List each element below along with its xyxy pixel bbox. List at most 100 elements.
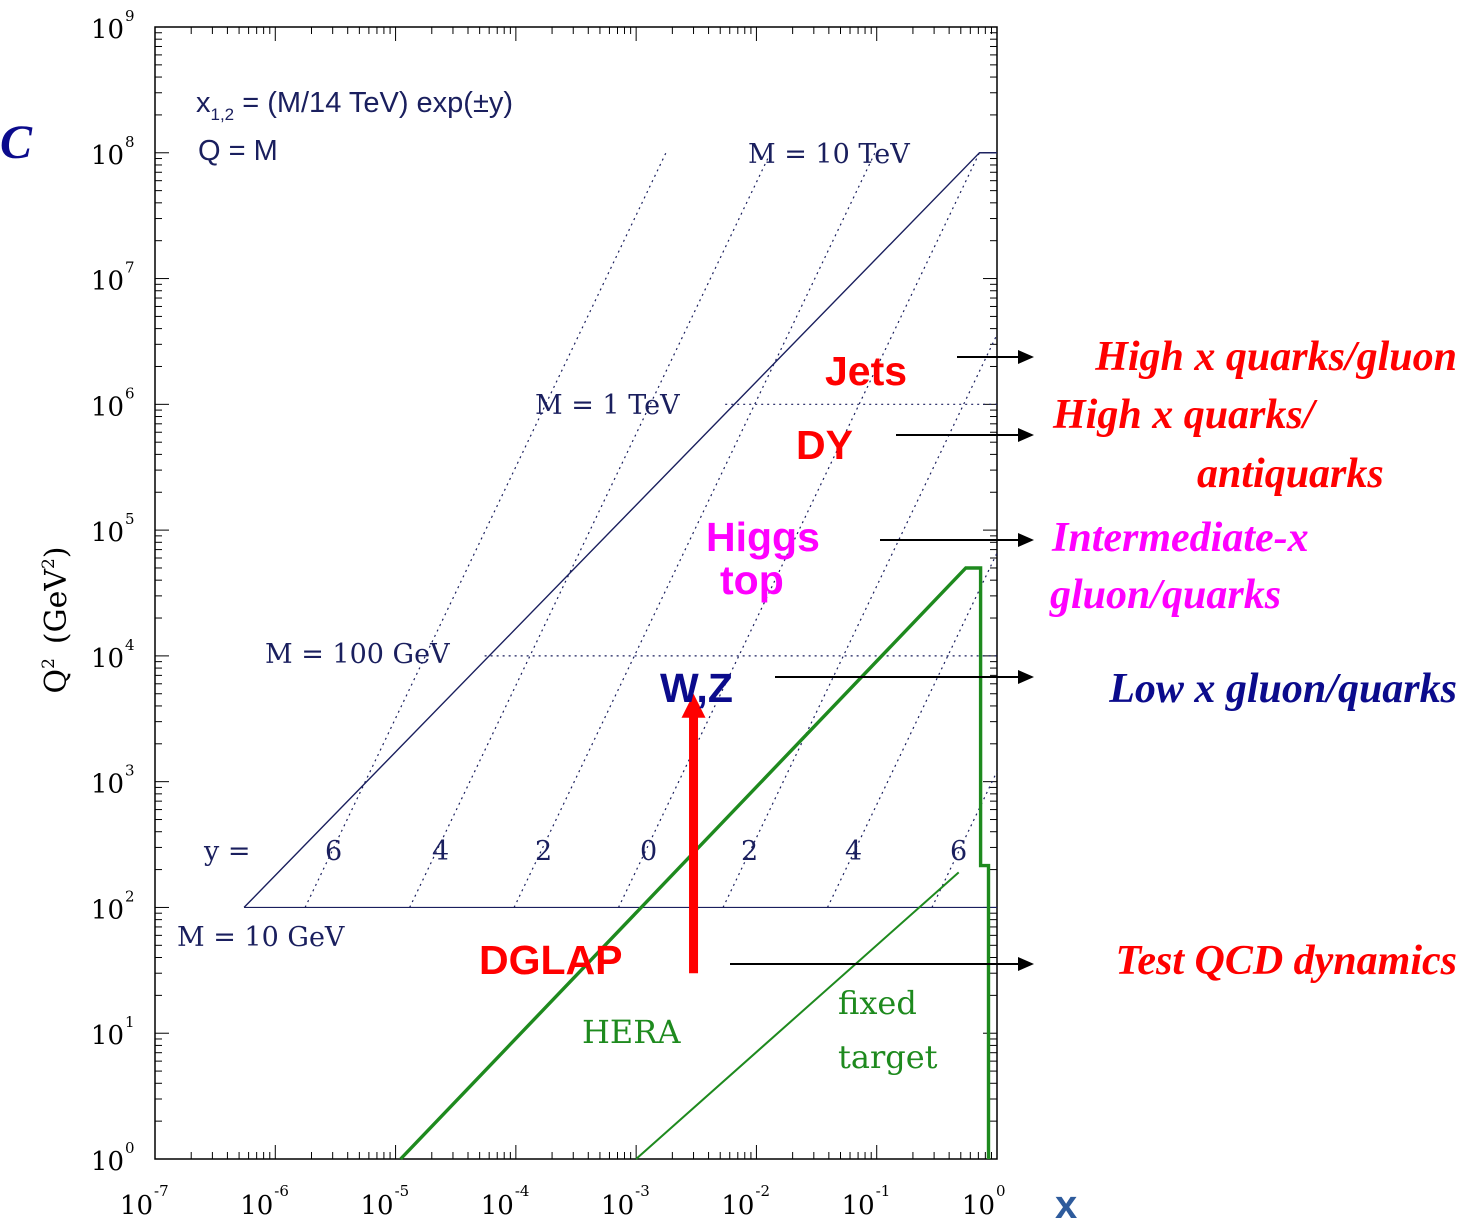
x-tick-exponent: -3 xyxy=(635,1182,650,1200)
x-tick-label: 10 xyxy=(601,1191,634,1221)
fixed-target-line xyxy=(635,871,960,1160)
x-tick-label: 10 xyxy=(481,1191,514,1221)
fixed-target-label-1: fixed xyxy=(838,984,917,1022)
y-axis-label-q: Q xyxy=(39,669,74,694)
pointer-higgs-head xyxy=(1018,533,1034,547)
y-tick-exponent: 1 xyxy=(125,1013,135,1031)
pointer-jets-head xyxy=(1018,350,1034,364)
formula-x: x xyxy=(196,87,211,119)
mass-label-100gev: M = 100 GeV xyxy=(265,639,450,670)
formula-line-1: x1,2 = (M/14 TeV) exp(±y) xyxy=(196,87,513,124)
y-tick-label: 10 xyxy=(91,267,124,297)
y-tick-exponent: 5 xyxy=(125,510,135,528)
x-tick-exponent: -6 xyxy=(274,1182,289,1200)
mass-label-10tev: M = 10 TeV xyxy=(748,139,910,170)
process-jets: Jets xyxy=(825,348,907,394)
rapidity-line xyxy=(931,771,998,908)
rapidity-line xyxy=(513,152,876,908)
pointer-dglap-head xyxy=(1018,957,1034,971)
x-tick-exponent: -1 xyxy=(876,1182,891,1200)
y-tick-label: 10 xyxy=(91,518,124,548)
pointer-arrows xyxy=(730,350,1034,971)
hera-label: HERA xyxy=(582,1013,681,1051)
y-axis-label-unit-sup: 2 xyxy=(39,558,59,569)
x-tick-exponent: -2 xyxy=(755,1182,770,1200)
x-tick-exponent: -5 xyxy=(395,1182,410,1200)
rapidity-label-2b: 2 xyxy=(741,836,758,867)
hera-boundary xyxy=(399,566,991,1161)
y-tick-label: 10 xyxy=(91,15,124,45)
x-tick-label: 10 xyxy=(962,1191,995,1221)
process-higgs: Higgs xyxy=(706,514,820,560)
rapidity-label-6a: 6 xyxy=(325,836,342,867)
y-tick-label: 10 xyxy=(91,770,124,800)
rapidity-label-4a: 4 xyxy=(432,836,449,867)
pointer-wz-head xyxy=(1018,670,1034,684)
rapidity-prefix: y = xyxy=(203,836,250,867)
rapidity-label-2a: 2 xyxy=(535,836,552,867)
y-tick-label: 10 xyxy=(91,392,124,422)
rapidity-line xyxy=(409,152,772,908)
y-tick-exponent: 7 xyxy=(125,259,135,277)
desc-higgs-2: gluon/quarks xyxy=(1049,572,1281,618)
fixed-target-label-2: target xyxy=(838,1038,938,1076)
y-tick-exponent: 6 xyxy=(125,384,135,402)
x-tick-exponent: 0 xyxy=(996,1182,1006,1200)
y-tick-exponent: 0 xyxy=(125,1139,135,1157)
mass-label-1tev: M = 1 TeV xyxy=(535,390,680,421)
y-axis-label: Q2(GeV2) xyxy=(39,546,74,693)
desc-wz: Low x gluon/quarks xyxy=(1108,666,1457,712)
rapidity-label-4b: 4 xyxy=(845,836,862,867)
y-tick-label: 10 xyxy=(91,1147,124,1177)
svg-text:Q2(GeV2): Q2(GeV2) xyxy=(39,546,74,693)
y-tick-exponent: 9 xyxy=(125,7,135,25)
dglap-arrow-head xyxy=(681,693,706,718)
y-tick-label: 10 xyxy=(91,644,124,674)
y-axis-label-unit-close: ) xyxy=(39,546,74,558)
formula-rest: = (M/14 TeV) exp(±y) xyxy=(234,87,513,119)
desc-dy-1: High x quarks/ xyxy=(1052,392,1318,438)
x-tick-label: 10 xyxy=(842,1191,875,1221)
y-tick-exponent: 4 xyxy=(125,636,135,654)
y-tick-exponent: 2 xyxy=(125,887,135,905)
minor-ticks xyxy=(154,27,997,1160)
formula-subscript: 1,2 xyxy=(211,105,235,124)
y-axis-label-q-sup: 2 xyxy=(39,658,59,669)
x-tick-exponent: -4 xyxy=(515,1182,530,1200)
x-tick-label: 10 xyxy=(240,1191,273,1221)
y-tick-label: 10 xyxy=(91,1021,124,1051)
x-tick-labels: 10 -7 10 -6 10 -5 10 -4 10 -3 10 -2 10 -1 10 0 xyxy=(120,1182,1006,1221)
data-layer xyxy=(243,152,998,1161)
rapidity-line xyxy=(722,334,998,908)
process-dglap: DGLAP xyxy=(479,937,623,983)
y-tick-label: 10 xyxy=(91,141,124,171)
desc-jets: High x quarks/gluon xyxy=(1094,334,1457,380)
y-tick-label: 10 xyxy=(91,895,124,925)
x-tick-exponent: -7 xyxy=(154,1182,169,1200)
rapidity-label-0: 0 xyxy=(640,836,657,867)
pointer-dy-head xyxy=(1018,428,1034,442)
desc-higgs-1: Intermediate-x xyxy=(1051,515,1309,561)
y-tick-exponent: 3 xyxy=(125,762,135,780)
desc-dglap: Test QCD dynamics xyxy=(1116,938,1457,984)
x-tick-label: 10 xyxy=(360,1191,393,1221)
lhc-boundary xyxy=(243,152,997,908)
x-tick-label: 10 xyxy=(721,1191,754,1221)
x-tick-label: 10 xyxy=(120,1191,153,1221)
desc-dy-2: antiquarks xyxy=(1197,451,1384,497)
process-top: top xyxy=(720,557,784,603)
rapidity-line xyxy=(618,152,980,908)
plot-frame xyxy=(154,26,998,1160)
y-axis-label-unit: (GeV xyxy=(39,568,74,644)
x-axis-label: x xyxy=(1055,1183,1077,1225)
formula-line-2: Q = M xyxy=(198,135,278,167)
dglap-arrow xyxy=(681,693,706,974)
process-wz: W,Z xyxy=(660,665,733,711)
rapidity-label-6b: 6 xyxy=(950,836,967,867)
mass-label-10gev: M = 10 GeV xyxy=(177,922,345,953)
process-dy: DY xyxy=(796,422,853,468)
y-tick-exponent: 8 xyxy=(125,133,135,151)
rapidity-line xyxy=(304,152,667,908)
